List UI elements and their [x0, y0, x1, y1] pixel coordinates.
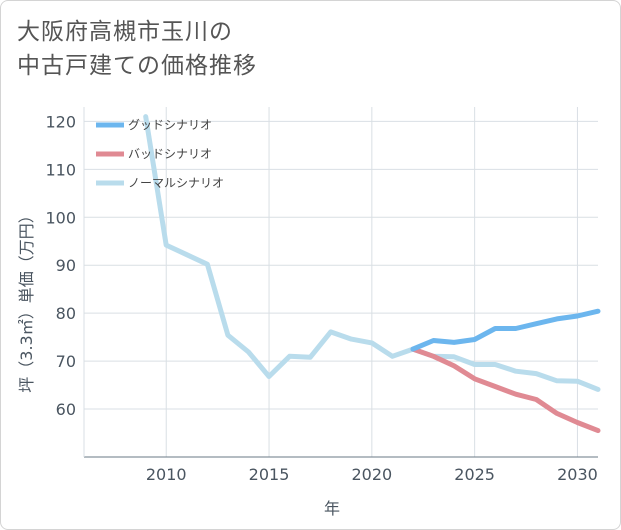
y-tick-labels: 60 70 80 90 100 110 120 — [45, 112, 76, 419]
x-tick-label: 2030 — [557, 465, 598, 484]
y-tick-label: 60 — [56, 400, 76, 419]
y-tick-label: 100 — [45, 208, 76, 227]
legend-label: グッドシナリオ — [128, 118, 212, 132]
series-lines — [143, 114, 601, 434]
y-tick-label: 110 — [45, 160, 76, 179]
chart-title-line-2: 中古戸建ての価格推移 — [17, 53, 257, 79]
x-tick-label: 2010 — [146, 465, 187, 484]
series-line-1 — [410, 346, 601, 434]
x-tick-label: 2020 — [351, 465, 392, 484]
y-axis-label: 坪（3.3㎡）単価（万円） — [17, 207, 36, 392]
y-tick-label: 90 — [56, 256, 76, 275]
x-tick-label: 2025 — [454, 465, 495, 484]
y-tick-label: 120 — [45, 112, 76, 131]
series-line-2 — [143, 114, 601, 392]
chart-title-line-1: 大阪府高槻市玉川の — [17, 19, 233, 45]
chart-title: 大阪府高槻市玉川の 中古戸建ての価格推移 — [17, 15, 257, 83]
x-axis-label: 年 — [324, 499, 340, 518]
x-tick-labels: 2010 2015 2020 2025 2030 — [146, 465, 598, 484]
series-line-0 — [410, 308, 601, 352]
legend-label: ノーマルシナリオ — [128, 176, 224, 190]
grid-lines — [84, 107, 598, 457]
y-tick-label: 80 — [56, 304, 76, 323]
y-tick-label: 70 — [56, 352, 76, 371]
legend-label: バッドシナリオ — [128, 147, 212, 161]
x-tick-label: 2015 — [249, 465, 290, 484]
